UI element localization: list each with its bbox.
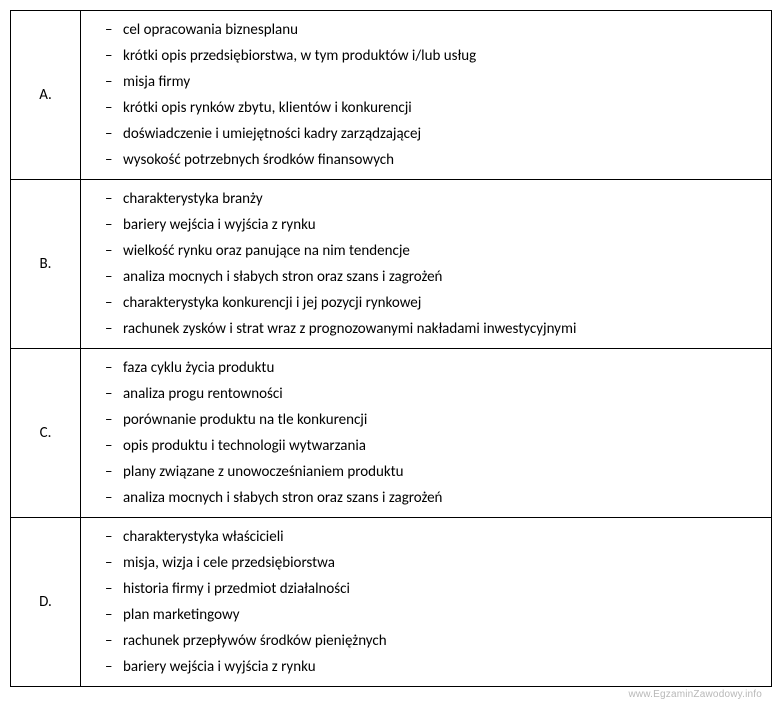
table-row: A. cel opracowania biznesplanu krótki op… <box>11 11 772 180</box>
list-item: bariery wejścia i wyjścia z rynku <box>109 654 763 680</box>
list-item: porównanie produktu na tle konkurencji <box>109 407 763 433</box>
table-row: D. charakterystyka właścicieli misja, wi… <box>11 518 772 687</box>
items-list-C: faza cyklu życia produktu analiza progu … <box>89 355 763 511</box>
list-item: opis produktu i technologii wytwarzania <box>109 433 763 459</box>
watermark-text: www.EgzaminZawodowy.info <box>10 687 772 700</box>
list-item: wysokość potrzebnych środków finansowych <box>109 147 763 173</box>
table-row: C. faza cyklu życia produktu analiza pro… <box>11 349 772 518</box>
list-item: misja firmy <box>109 69 763 95</box>
list-item: charakterystyka branży <box>109 186 763 212</box>
items-list-D: charakterystyka właścicieli misja, wizja… <box>89 524 763 680</box>
list-item: charakterystyka właścicieli <box>109 524 763 550</box>
table-body: A. cel opracowania biznesplanu krótki op… <box>11 11 772 687</box>
list-item: charakterystyka konkurencji i jej pozycj… <box>109 290 763 316</box>
row-label-A: A. <box>11 11 81 180</box>
list-item: plan marketingowy <box>109 602 763 628</box>
items-list-A: cel opracowania biznesplanu krótki opis … <box>89 17 763 173</box>
row-content-A: cel opracowania biznesplanu krótki opis … <box>81 11 772 180</box>
row-content-D: charakterystyka właścicieli misja, wizja… <box>81 518 772 687</box>
list-item: rachunek zysków i strat wraz z prognozow… <box>109 316 763 342</box>
list-item: wielkość rynku oraz panujące na nim tend… <box>109 238 763 264</box>
list-item: bariery wejścia i wyjścia z rynku <box>109 212 763 238</box>
list-item: rachunek przepływów środków pieniężnych <box>109 628 763 654</box>
options-table: A. cel opracowania biznesplanu krótki op… <box>10 10 772 687</box>
list-item: cel opracowania biznesplanu <box>109 17 763 43</box>
row-content-C: faza cyklu życia produktu analiza progu … <box>81 349 772 518</box>
table-row: B. charakterystyka branży bariery wejści… <box>11 180 772 349</box>
row-label-B: B. <box>11 180 81 349</box>
list-item: faza cyklu życia produktu <box>109 355 763 381</box>
list-item: analiza mocnych i słabych stron oraz sza… <box>109 485 763 511</box>
row-label-D: D. <box>11 518 81 687</box>
list-item: doświadczenie i umiejętności kadry zarzą… <box>109 121 763 147</box>
list-item: analiza progu rentowności <box>109 381 763 407</box>
list-item: krótki opis rynków zbytu, klientów i kon… <box>109 95 763 121</box>
row-label-C: C. <box>11 349 81 518</box>
list-item: analiza mocnych i słabych stron oraz sza… <box>109 264 763 290</box>
list-item: misja, wizja i cele przedsiębiorstwa <box>109 550 763 576</box>
items-list-B: charakterystyka branży bariery wejścia i… <box>89 186 763 342</box>
list-item: plany związane z unowocześnianiem produk… <box>109 459 763 485</box>
list-item: historia firmy i przedmiot działalności <box>109 576 763 602</box>
list-item: krótki opis przedsiębiorstwa, w tym prod… <box>109 43 763 69</box>
row-content-B: charakterystyka branży bariery wejścia i… <box>81 180 772 349</box>
